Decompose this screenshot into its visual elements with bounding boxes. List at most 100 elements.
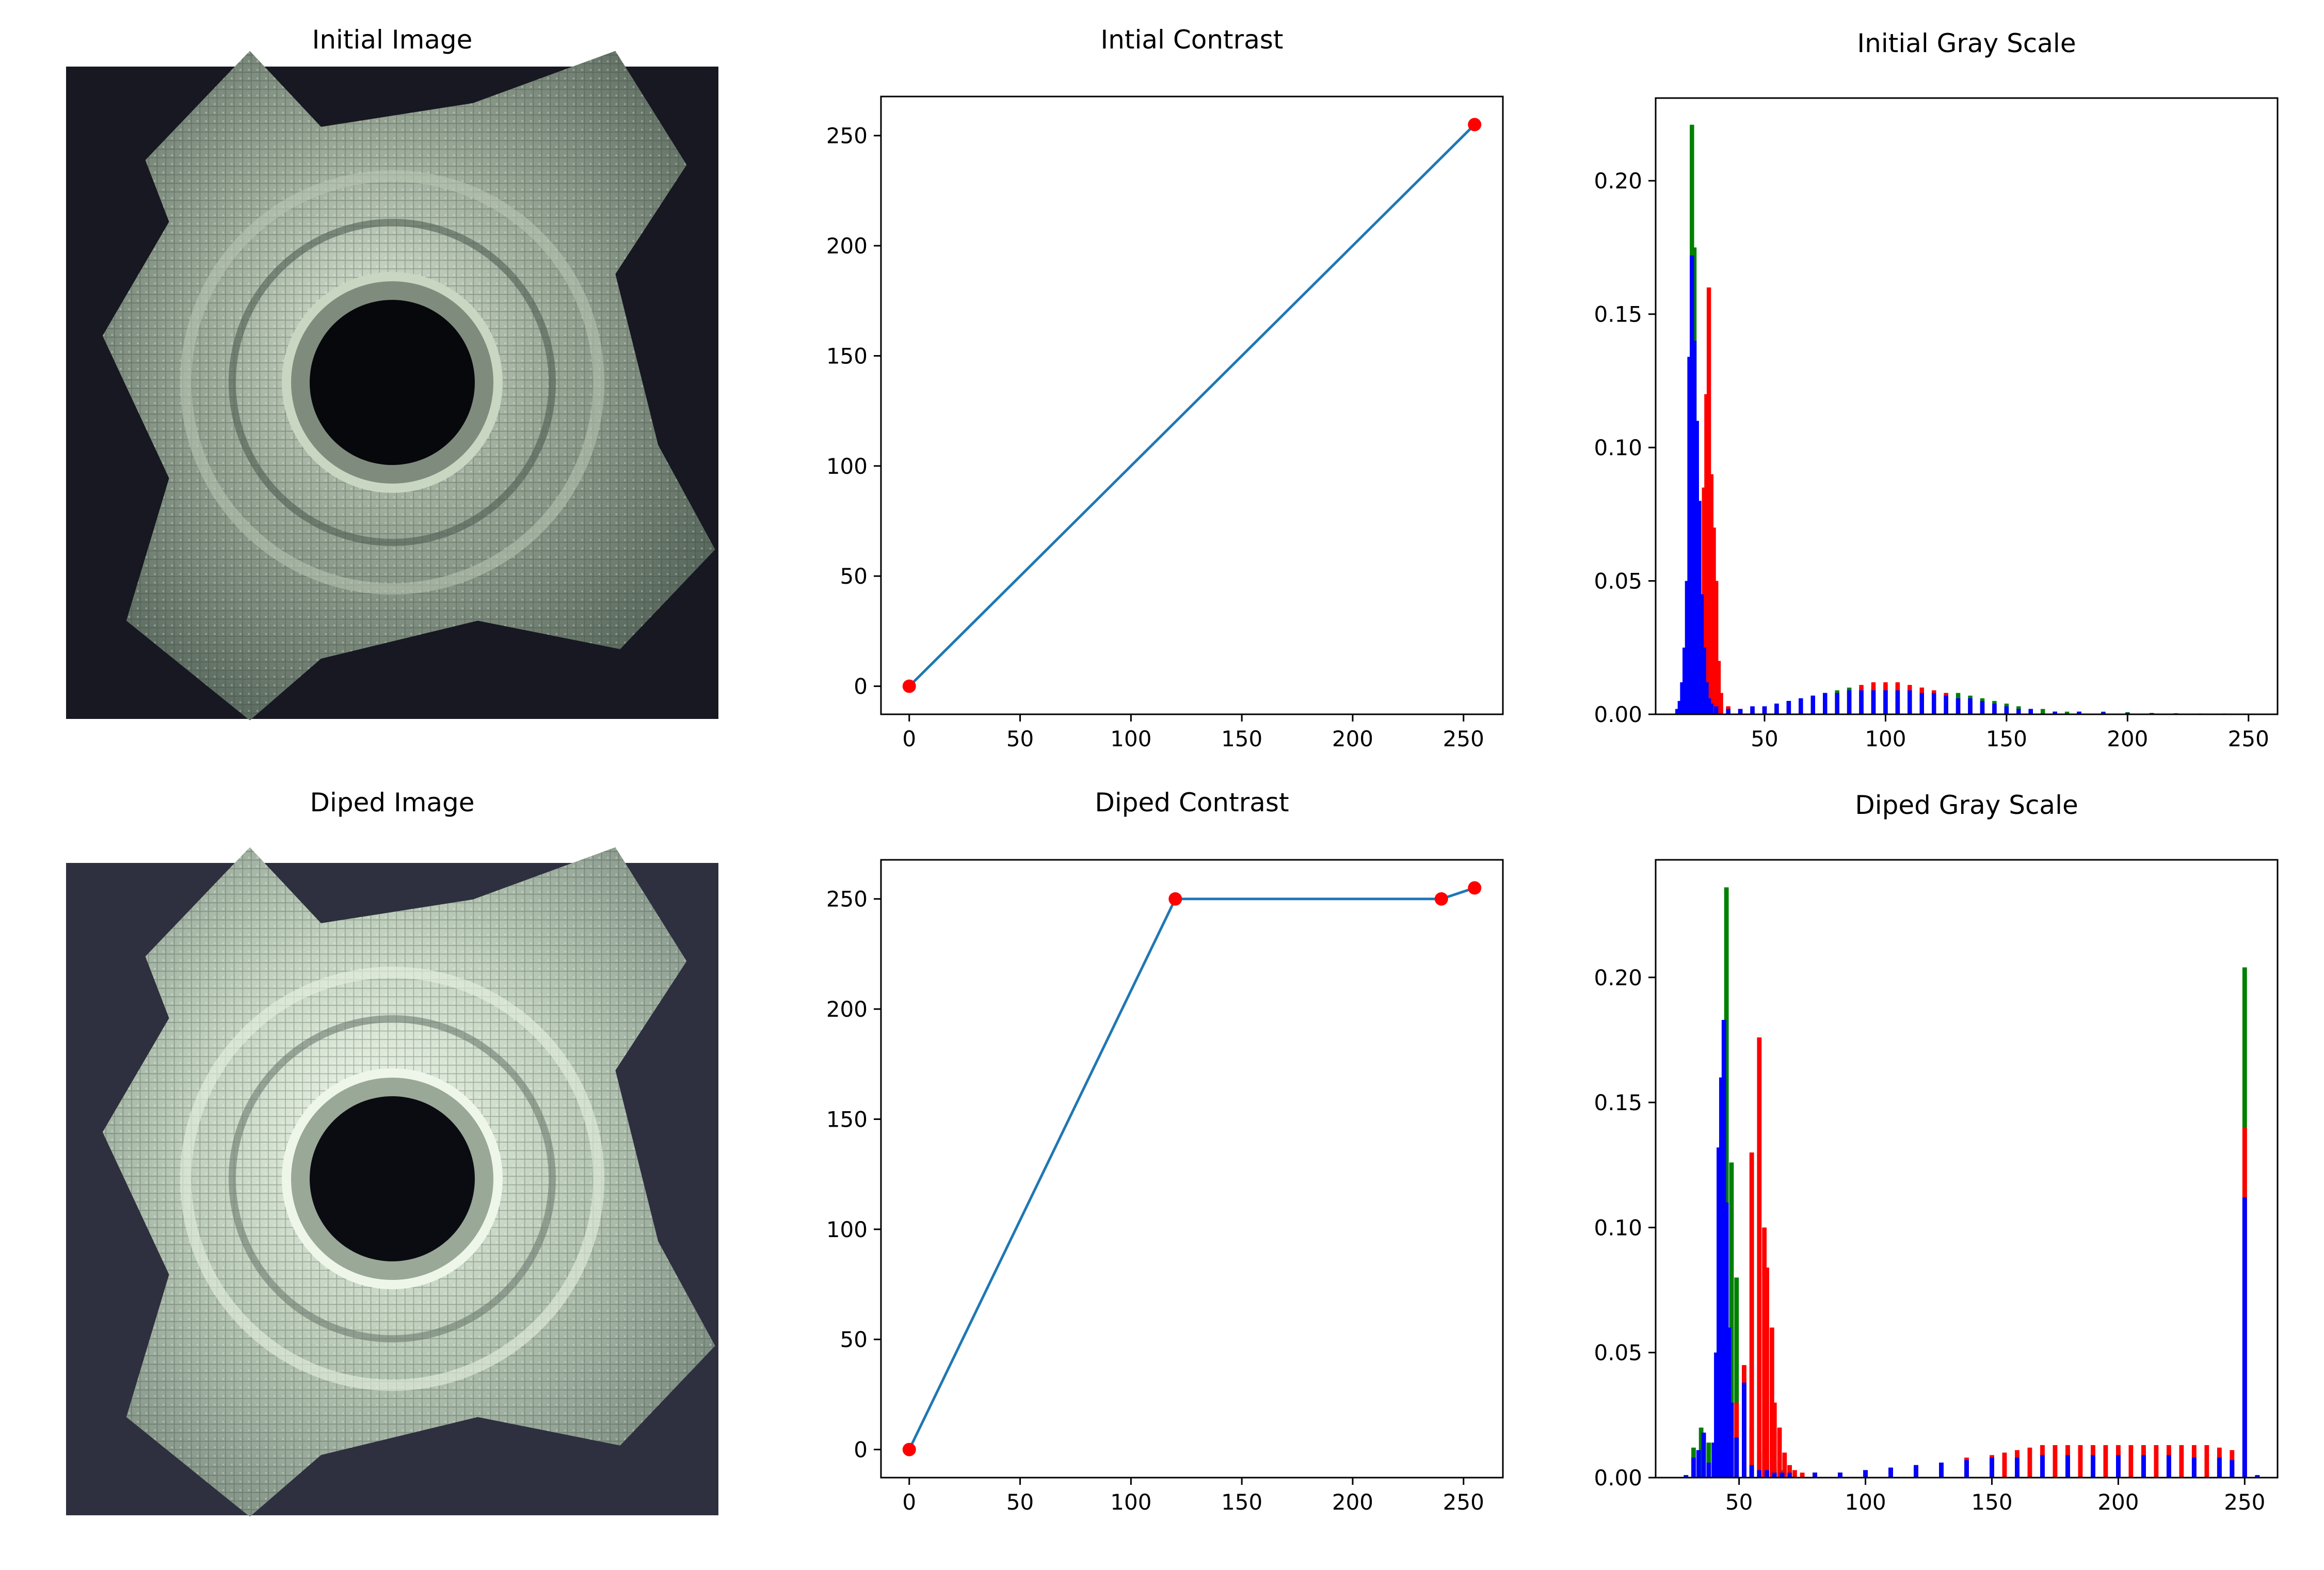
initial_contrast-ytick-label: 0 [854,674,868,699]
initial-image [66,51,718,720]
initial_gray_scale-blue-bar [1697,501,1702,714]
diped_gray_scale-blue-bar [1813,1472,1818,1478]
initial_gray_scale-blue-bar [1680,682,1685,714]
diped_gray_scale-green-bar [1729,1162,1734,1478]
initial_contrast-xtick-label: 150 [1221,726,1262,751]
initial_gray_scale-ytick-label: 0.10 [1594,435,1642,460]
diped_gray_scale-series-red [1724,1037,2247,1478]
diped_gray_scale-red-bar [1757,1037,1762,1478]
diped_contrast-title: Diped Contrast [1095,788,1289,818]
initial_gray_scale-xtick-label: 250 [2228,726,2269,751]
diped_gray_scale-blue-bar [2242,1197,2247,1478]
initial_gray_scale-blue-bar [1931,693,1936,714]
diped_gray_scale-blue-bar [2040,1455,2045,1478]
initial_gray_scale-blue-bar [1706,698,1711,714]
diped_gray_scale-ytick-label: 0.10 [1594,1215,1642,1240]
diped_gray_scale-blue-bar [1719,1077,1724,1478]
initial_gray_scale-red-bar [1702,487,1706,714]
initial_contrast-xtick-label: 100 [1110,726,1151,751]
initial_gray_scale-blue-bar [1895,690,1900,714]
initial_gray_scale-blue-bar [1738,709,1743,714]
diped_gray_scale-red-bar [2053,1445,2058,1478]
diped_gray_scale-green-bar [1724,887,1729,1478]
diped_gray_scale-red-bar [2154,1445,2159,1478]
diped_gray_scale-green-bar [1706,1443,1711,1478]
diped_gray_scale-blue-bar [1726,1327,1732,1478]
initial_contrast-xtick-label: 50 [1006,726,1034,751]
initial_gray_scale-blue-bar [1675,709,1680,714]
initial_gray_scale-blue-bar [1774,703,1779,714]
initial_gray_scale-xtick-label: 100 [1865,726,1906,751]
diped_gray_scale-blue-bar [2065,1455,2070,1478]
initial_gray_scale-ytick-label: 0.05 [1594,569,1642,594]
initial_gray_scale-ytick-label: 0.20 [1594,168,1642,194]
diped_gray_scale-red-bar [1769,1327,1774,1478]
diped_gray_scale-red-bar [2002,1452,2007,1478]
diped_contrast-line [908,887,1476,1450]
initial_gray_scale-red-bar [1716,661,1721,714]
initial_gray_scale-xtick-label: 150 [1986,726,2027,751]
initial-contrast-chart: Intial Contrast 0 50 100 150 200 250 0 50 100 150 2… [826,25,1504,751]
diped_gray_scale-red-bar [1792,1470,1797,1478]
diped_gray_scale-red-bar [2027,1447,2032,1478]
diped_gray_scale-red-bar [2204,1445,2209,1478]
diped_contrast-ytick-label: 50 [840,1327,868,1352]
diped-image-title: Diped Image [310,788,474,818]
diped_gray_scale-ytick-label: 0.05 [1594,1340,1642,1366]
diped_gray_scale-blue-bar [1757,1470,1762,1478]
diped_contrast-xtick-label: 250 [1443,1489,1484,1515]
initial_gray_scale-blue-bar [1992,703,1997,714]
diped_gray_scale-blue-bar [1684,1475,1689,1478]
initial_gray_scale-blue-bar [1835,693,1839,714]
diped_contrast-point [1434,892,1448,906]
diped_gray_scale-series-blue [1684,1020,2260,1478]
diped_gray_scale-red-bar [2103,1445,2108,1478]
diped_contrast-point [1468,881,1482,895]
diped_gray_scale-blue-bar [2166,1455,2171,1478]
initial_contrast-point [902,679,916,693]
initial_gray_scale-blue-bar [1704,682,1709,714]
diped_gray_scale-blue-bar [1749,1465,1754,1478]
initial_gray_scale-red-bar [1706,287,1711,714]
diped_gray_scale-blue-bar [2115,1455,2121,1478]
diped_gray_scale-blue-bar [2217,1457,2222,1478]
initial_gray_scale-series-green [1675,124,2263,714]
initial_gray_scale-blue-bar [1859,690,1864,714]
initial_gray_scale-red-bar [1719,693,1723,714]
initial_gray_scale-blue-bar [2028,709,2033,714]
diped_gray_scale-blue-bar [1939,1462,1944,1478]
initial_gray_scale-blue-bar [1699,594,1704,714]
initial_gray_scale-red-bar [1711,527,1716,714]
diped_gray_scale-red-bar [1777,1428,1782,1478]
initial-gray-scale-chart: Initial Gray Scale 50 100 150 200 250 0.00 0.05… [1594,28,2279,751]
initial_gray_scale-ytick-label: 0.00 [1594,702,1642,727]
initial_gray_scale-blue-bar [1762,706,1767,714]
diped_gray_scale-red-bar [1800,1472,1805,1478]
initial_gray_scale-blue-bar [1810,695,1815,714]
initial_gray_scale-green-bar [2040,709,2045,714]
initial_gray_scale-blue-bar [1847,690,1852,714]
initial_contrast-ytick-label: 50 [840,564,868,589]
diped_gray_scale-blue-bar [1765,1470,1769,1478]
initial_gray_scale-blue-bar [1687,357,1692,714]
initial_gray_scale-blue-bar [1919,693,1924,714]
diped_gray_scale-ytick-label: 0.00 [1594,1465,1642,1491]
initial_contrast-xtick-label: 200 [1332,726,1373,751]
diped_gray_scale-blue-bar [2230,1460,2235,1478]
diped_gray_scale-blue-bar [1701,1432,1706,1478]
initial_gray_scale-blue-bar [1694,421,1699,714]
diped_contrast-ytick-label: 0 [854,1437,868,1463]
diped-gray-scale-chart: Diped Gray Scale 50 100 150 200 250 0.00 0.05 0.… [1594,790,2279,1515]
diped_contrast-point [1168,892,1182,906]
diped_contrast-xtick-label: 100 [1110,1489,1151,1515]
initial_gray_scale-red-bar [1713,581,1719,714]
diped_gray_scale-blue-bar [1714,1352,1719,1478]
diped_contrast-ytick-label: 100 [826,1217,868,1242]
initial_gray_scale-blue-bar [1726,709,1730,714]
diped_gray_scale-ytick-label: 0.15 [1594,1090,1642,1115]
diped_gray_scale-xtick-label: 50 [1725,1489,1753,1515]
initial_gray_scale-blue-bar [2053,711,2057,714]
diped_gray_scale-red-bar [2128,1445,2134,1478]
initial_gray_scale-blue-bar [2016,709,2021,714]
